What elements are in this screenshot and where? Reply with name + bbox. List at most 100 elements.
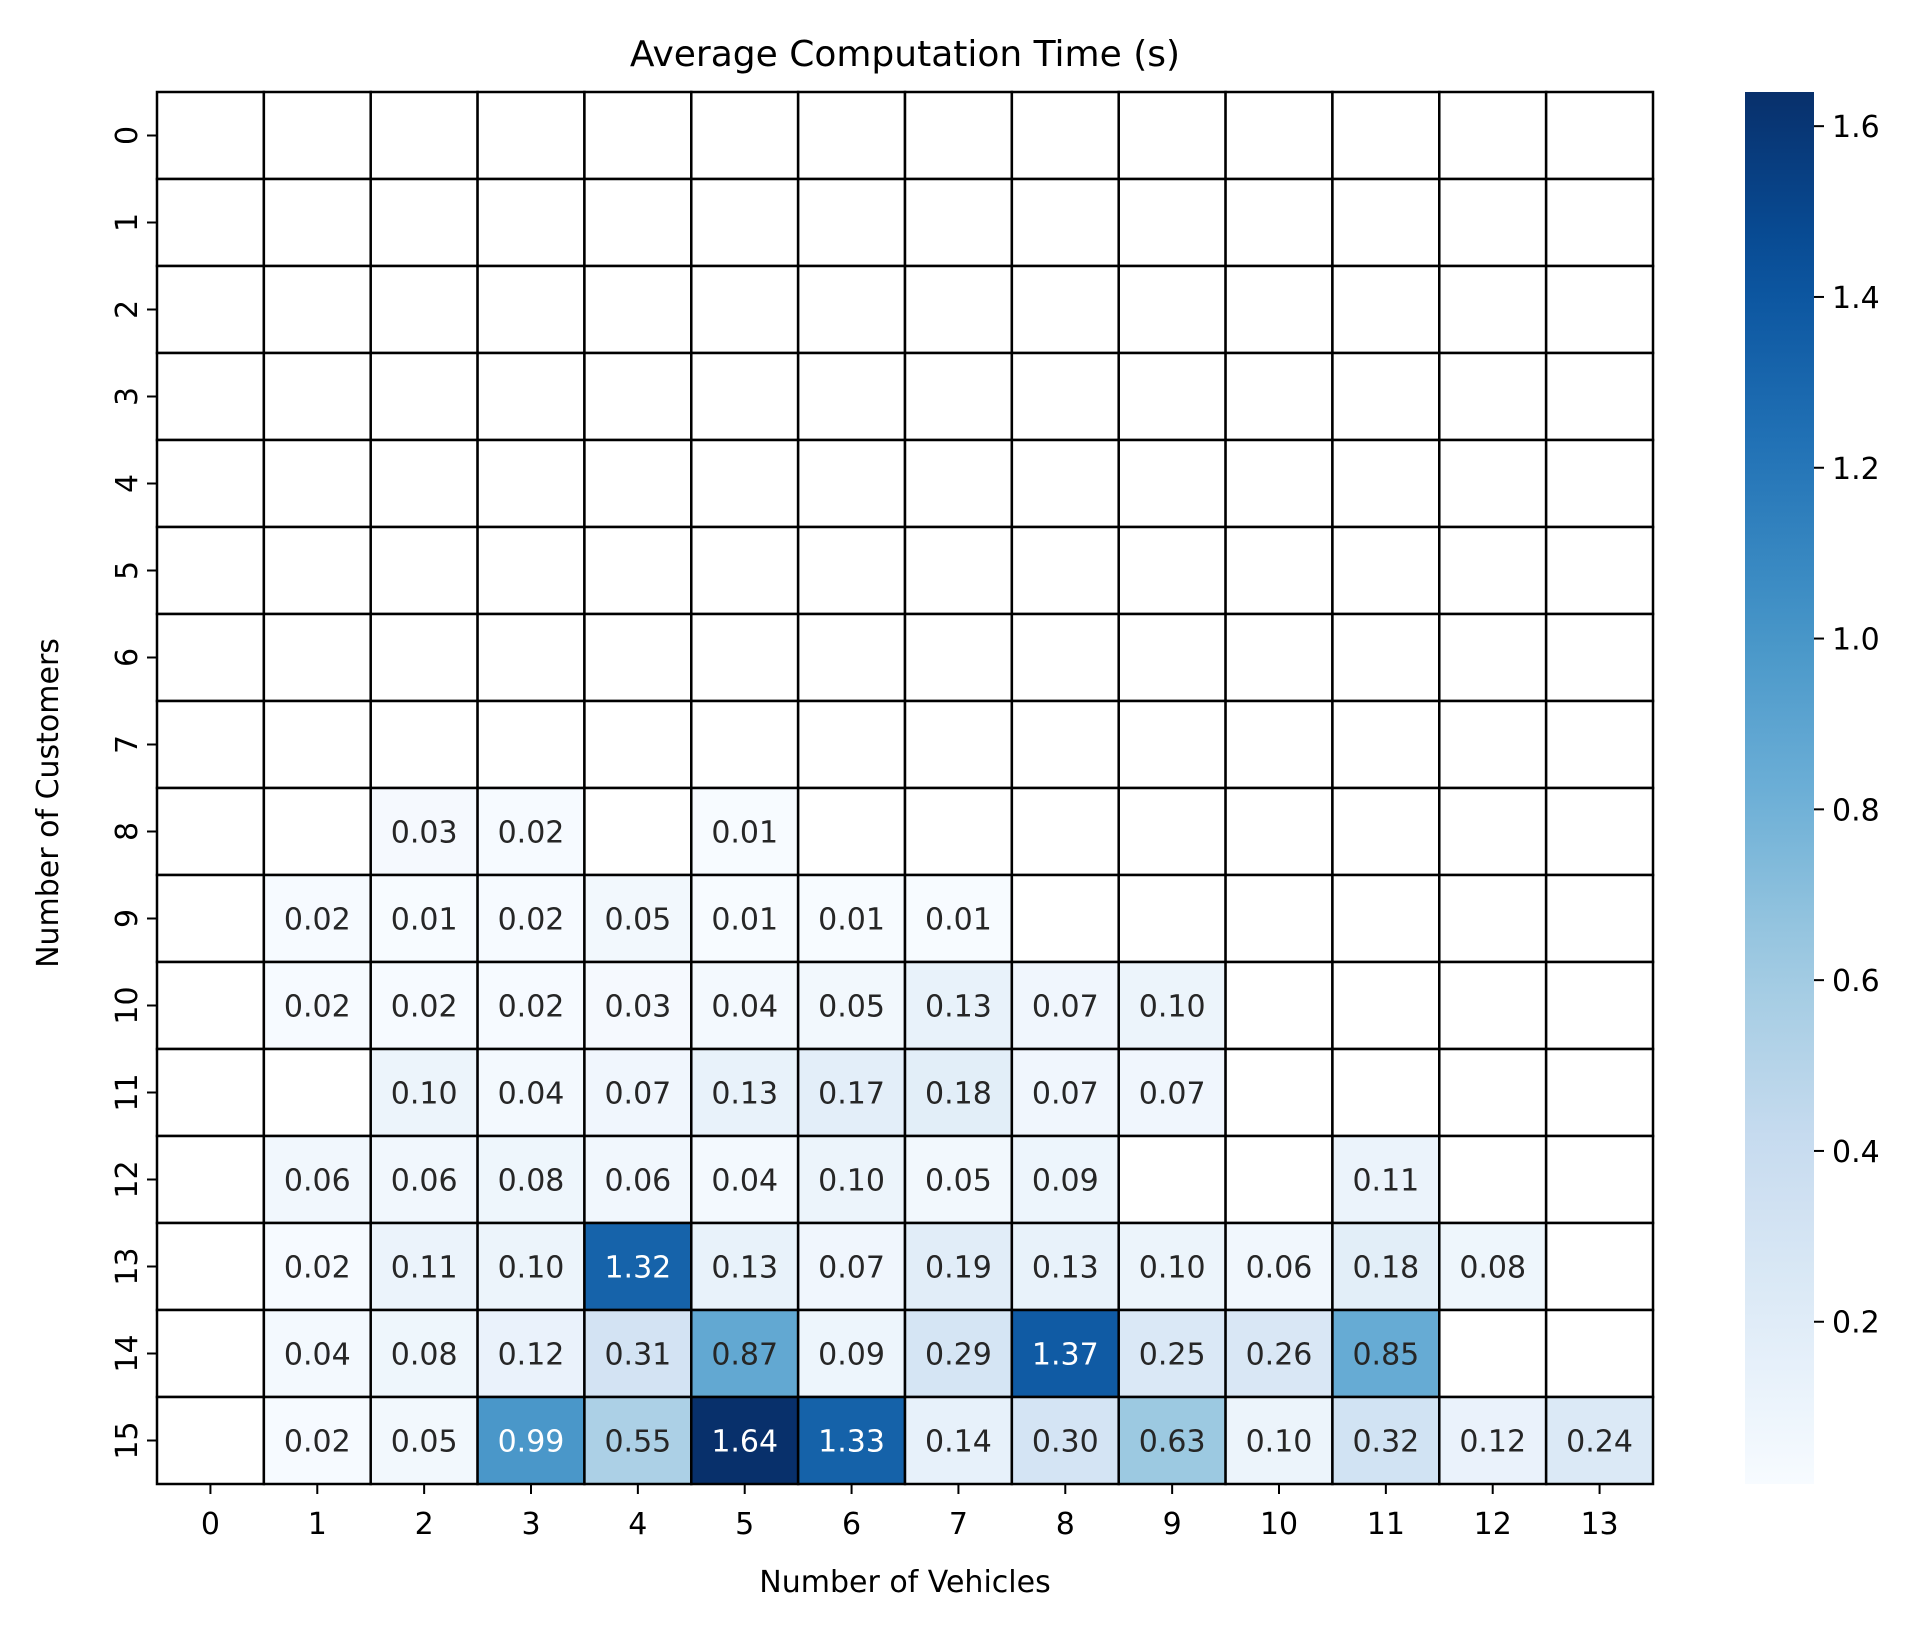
heatmap-cell: [1544, 612, 1655, 703]
cell-value-label: 0.12: [1459, 1425, 1526, 1460]
cell-value-label: 0.10: [498, 1251, 565, 1286]
heatmap-cell: [262, 177, 372, 268]
heatmap-cell: [796, 786, 907, 877]
cell-value-label: 0.03: [391, 816, 458, 851]
heatmap-cell: [1544, 90, 1655, 181]
heatmap-cell: [369, 438, 479, 529]
heatmap-cell: [1544, 699, 1655, 790]
heatmap-cell: [1438, 612, 1548, 703]
heatmap-cell: [796, 351, 907, 442]
heatmap-cell: [1224, 1221, 1334, 1312]
y-tick-label: 11: [110, 1073, 145, 1111]
heatmap-cell: [1010, 177, 1120, 268]
heatmap-cell: [796, 90, 907, 181]
heatmap-cell: [583, 1047, 693, 1138]
cell-value-label: 0.31: [604, 1338, 671, 1373]
heatmap-cell: [1117, 786, 1227, 877]
heatmap-cell: [1331, 873, 1441, 964]
colorbar-tick-label: 1.6: [1832, 110, 1880, 145]
heatmap-cell: [1331, 525, 1441, 616]
cell-value-label: 0.01: [925, 903, 992, 938]
heatmap-cell: [1224, 351, 1334, 442]
heatmap-cell: [262, 699, 372, 790]
x-tick-label: 1: [308, 1507, 327, 1542]
heatmap-cell: [1438, 699, 1548, 790]
cell-value-label: 0.63: [1139, 1425, 1206, 1460]
heatmap-cell: [1544, 1308, 1655, 1399]
heatmap-cell: [155, 438, 266, 529]
heatmap-cell: [1544, 960, 1655, 1051]
heatmap-cell: [1117, 960, 1227, 1051]
heatmap-cell: [1331, 438, 1441, 529]
heatmap-cell: [1331, 264, 1441, 355]
cell-value-label: 0.11: [391, 1251, 458, 1286]
cell-value-label: 0.13: [1032, 1251, 1099, 1286]
heatmap-cell: [903, 873, 1014, 964]
heatmap-cell: [262, 1047, 372, 1138]
heatmap-cell: [155, 177, 266, 268]
y-tick-label: 10: [110, 986, 145, 1024]
heatmap-cell: [155, 525, 266, 616]
heatmap-cell: [369, 1395, 479, 1486]
heatmap-cell: [1010, 90, 1120, 181]
heatmap-cell: [369, 786, 479, 877]
heatmap-cell: [1544, 1134, 1655, 1225]
colorbar-tick-label: 0.2: [1832, 1306, 1880, 1341]
cell-value-label: 0.05: [818, 990, 885, 1025]
heatmap-cell: [1544, 1395, 1655, 1486]
cell-value-label: 0.02: [498, 990, 565, 1025]
colorbar-tick-label: 1.0: [1832, 623, 1880, 658]
heatmap-cell: [903, 177, 1014, 268]
heatmap-cell: [262, 438, 372, 529]
colorbar: 0.2 0.4 0.6 0.8 1.0 1.2 1.4 1.6: [1745, 92, 1880, 1484]
cell-value-label: 0.05: [925, 1164, 992, 1199]
cell-value-label: 0.30: [1032, 1425, 1099, 1460]
heatmap-cell: [1331, 351, 1441, 442]
cell-value-label: 0.14: [925, 1425, 992, 1460]
cell-value-label: 0.02: [391, 990, 458, 1025]
heatmap-cell: [155, 786, 266, 877]
heatmap-cell: [796, 699, 907, 790]
heatmap-cell: [1544, 1047, 1655, 1138]
heatmap-cell: [1224, 960, 1334, 1051]
heatmap-cell: [1117, 177, 1227, 268]
x-tick-label: 7: [949, 1507, 968, 1542]
heatmap-cell: [1010, 960, 1120, 1051]
heatmap-cell: [1117, 90, 1227, 181]
cell-value-label: 0.07: [1032, 1077, 1099, 1112]
heatmap-cell: [1117, 1395, 1227, 1486]
cell-value-label: 0.04: [711, 1164, 778, 1199]
cell-value-label: 0.18: [925, 1077, 992, 1112]
heatmap-cell: [155, 612, 266, 703]
heatmap-cell: [262, 351, 372, 442]
heatmap-cell: [1010, 612, 1120, 703]
x-tick-label: 12: [1474, 1507, 1512, 1542]
heatmap-cell: [1117, 351, 1227, 442]
cell-value-label: 1.32: [604, 1251, 671, 1286]
heatmap-cell: [1438, 1134, 1548, 1225]
heatmap-cell: [796, 1308, 907, 1399]
cell-value-label: 0.07: [1032, 990, 1099, 1025]
cell-value-label: 1.64: [711, 1425, 778, 1460]
heatmap-cell: [690, 699, 800, 790]
cell-value-label: 0.07: [818, 1251, 885, 1286]
heatmap-cell: [583, 264, 693, 355]
heatmap-cell: [583, 612, 693, 703]
x-tick-label: 11: [1367, 1507, 1405, 1542]
cell-value-label: 0.01: [711, 816, 778, 851]
heatmap-cell: [369, 1134, 479, 1225]
heatmap-cell: [155, 264, 266, 355]
x-tick-label: 3: [521, 1507, 540, 1542]
x-tick-label: 9: [1163, 1507, 1182, 1542]
heatmap-cell: [583, 699, 693, 790]
cell-value-label: 0.08: [1459, 1251, 1526, 1286]
heatmap-cell: [1544, 351, 1655, 442]
cell-value-label: 0.29: [925, 1338, 992, 1373]
heatmap-cell: [1224, 699, 1334, 790]
heatmap-cell: [262, 786, 372, 877]
heatmap-cell: [1331, 786, 1441, 877]
heatmap-cell: [796, 177, 907, 268]
heatmap-cell: [155, 1047, 266, 1138]
heatmap-cell: [1438, 960, 1548, 1051]
